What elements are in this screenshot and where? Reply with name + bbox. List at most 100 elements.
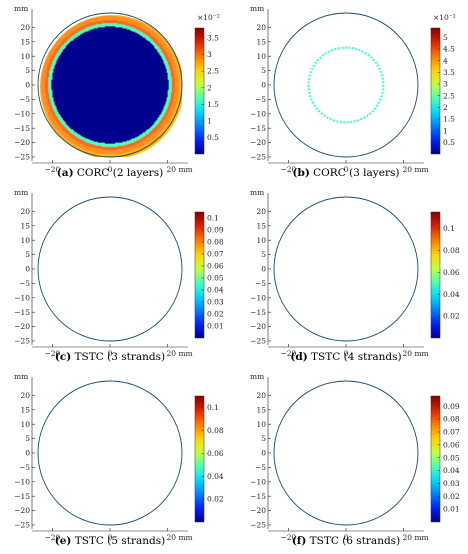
y-tick-label: −20 [14, 322, 30, 331]
disc-outline [273, 196, 419, 342]
colorbar-exponent: ×10⁻² [433, 13, 456, 22]
y-tick-label: −15 [14, 308, 30, 317]
colorbar-tick-label: 2 [443, 103, 448, 112]
x-tick-label: 20 mm [167, 533, 193, 542]
y-tick-label: 0 [261, 265, 266, 274]
unit-label: mm [14, 4, 28, 13]
colorbar [430, 27, 441, 155]
colorbar-tick-label: 0.07 [207, 250, 224, 259]
unit-label: mm [250, 4, 264, 13]
colorbar-tick-label: 0.06 [207, 449, 224, 458]
colorbar [194, 27, 205, 155]
y-tick-label: 20 [20, 23, 30, 32]
x-tick-label: −20 [44, 349, 60, 358]
y-tick-label: 5 [261, 434, 266, 443]
y-tick-label: −20 [250, 322, 266, 331]
contour-line [38, 13, 182, 157]
disc-outline [273, 380, 419, 526]
contour-line [39, 14, 181, 156]
y-tick-label: 20 [256, 391, 266, 400]
colorbar-tick-label: 0.02 [443, 312, 460, 321]
y-tick-label: −10 [250, 293, 266, 302]
unit-label: mm [14, 188, 28, 197]
y-tick-label: 20 [20, 391, 30, 400]
y-tick-label: 15 [20, 37, 30, 46]
field-map [38, 381, 182, 525]
contour-line [304, 43, 388, 127]
caption-tag: (e) [55, 535, 72, 547]
y-tick-label: −25 [14, 337, 30, 346]
panel-a: mm 20 15 10 5 0 −5 −10 −15 −20 −25 −20 0 20 mm 3.5 3 2.5… [14, 4, 220, 179]
x-tick-label: 0 [108, 165, 113, 174]
contour-line [294, 33, 398, 137]
y-tick-label: −25 [250, 337, 266, 346]
panel-caption: (c) TSTC (3 strands) [55, 351, 165, 363]
y-tick-label: −10 [14, 109, 30, 118]
caption-text: CORC (3 layers) [310, 167, 400, 179]
field-map [40, 15, 182, 157]
x-tick-label: −20 [44, 165, 60, 174]
y-tick-label: 10 [256, 420, 266, 429]
panel-c: mm 20 15 10 5 0 −5 −10 −15 −20 −25 −20 0 20 mm 0.1 0.09… [14, 188, 224, 363]
y-tick-label: −5 [19, 463, 30, 472]
x-tick-label: −20 [280, 349, 296, 358]
x-tick-label: 20 mm [167, 165, 193, 174]
colorbar [194, 395, 205, 523]
caption-text: TSTC (5 strands) [71, 535, 165, 547]
y-tick-label: 20 [256, 23, 266, 32]
y-tick-label: −5 [19, 279, 30, 288]
colorbar-tick-label: 0.02 [207, 310, 224, 319]
colorbar-tick-label: 0.01 [207, 322, 224, 331]
contour-line [45, 20, 175, 150]
colorbar-tick-label: 2.5 [207, 67, 219, 76]
colorbar-tick-label: 0.02 [443, 492, 460, 501]
y-tick-label: 5 [261, 66, 266, 75]
y-tick-label: −20 [14, 138, 30, 147]
colorbar [430, 395, 441, 523]
y-tick-label: −10 [250, 477, 266, 486]
panel-caption: (d) TSTC (4 strands) [290, 351, 401, 363]
x-tick-label: 0 [344, 165, 349, 174]
caption-tag: (b) [293, 167, 310, 179]
contour-line [287, 26, 405, 144]
colorbar-tick-label: 3 [207, 50, 212, 59]
contour-line [280, 19, 412, 151]
y-tick-label: 5 [25, 66, 30, 75]
y-tick-label: 20 [20, 207, 30, 216]
y-tick-label: −15 [14, 492, 30, 501]
panel-caption: (e) TSTC (5 strands) [55, 535, 166, 547]
y-tick-label: −25 [14, 153, 30, 162]
colorbar-tick-label: 1.5 [443, 115, 455, 124]
y-tick-label: −5 [255, 95, 266, 104]
disc-outline [37, 380, 183, 526]
colorbar-tick-label: 0.06 [443, 268, 460, 277]
colorbar-tick-label: 3.5 [207, 34, 219, 43]
y-tick-label: 10 [256, 236, 266, 245]
y-tick-label: 0 [25, 449, 30, 458]
colorbar-tick-label: 1 [207, 116, 212, 125]
field-map [38, 197, 182, 341]
colorbar-tick-label: 0.08 [443, 246, 460, 255]
panel-caption: (f) TSTC (6 strands) [292, 535, 400, 547]
caption-tag: (a) [57, 167, 74, 179]
colorbar-tick-label: 0.09 [443, 402, 460, 411]
colorbar-tick-label: 0.1 [207, 214, 219, 223]
y-tick-label: 0 [261, 449, 266, 458]
x-tick-label: 20 mm [403, 349, 429, 358]
y-tick-label: 5 [25, 434, 30, 443]
unit-label: mm [250, 372, 264, 381]
caption-tag: (f) [292, 535, 306, 547]
field-map [274, 381, 418, 525]
y-tick-label: −15 [14, 124, 30, 133]
y-tick-label: 10 [20, 420, 30, 429]
panel-d: mm 20 15 10 5 0 −5 −10 −15 −20 −25 −20 0 20 mm 0.1 0.08… [250, 188, 460, 363]
panel-caption: (a) CORC (2 layers) [57, 167, 163, 179]
colorbar-tick-label: 0.04 [207, 472, 224, 481]
colorbar-tick-label: 0.03 [207, 298, 224, 307]
colorbar-tick-label: 0.05 [443, 453, 460, 462]
colorbar-tick-label: 0.08 [207, 238, 224, 247]
colorbar-tick-label: 0.01 [443, 505, 460, 514]
y-tick-label: −25 [250, 521, 266, 530]
